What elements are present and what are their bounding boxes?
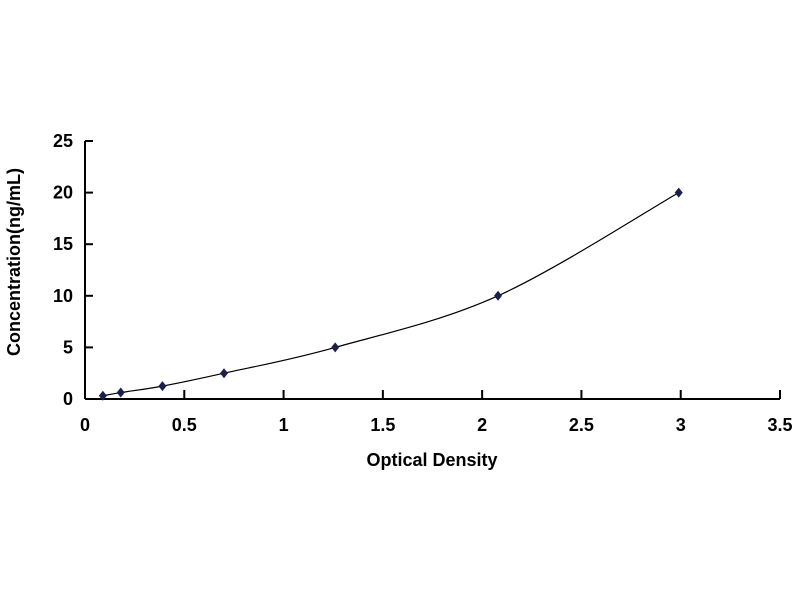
data-point [331,342,340,353]
y-tick-label: 20 [53,183,73,203]
x-tick-label: 2 [477,415,487,435]
x-tick-label: 0 [80,415,90,435]
data-point [116,387,125,398]
y-tick-labels: 0 5 10 15 20 25 [53,131,73,409]
data-points [98,187,683,401]
y-tick-label: 5 [63,337,73,357]
y-tick-label: 15 [53,234,73,254]
x-tick-labels: 0 0.5 1 1.5 2 2.5 3 3.5 [80,415,793,435]
y-tick-label: 0 [63,389,73,409]
x-tick-label: 3 [676,415,686,435]
data-point [674,187,683,198]
axes [84,140,781,400]
data-point [494,290,503,301]
data-point [158,381,167,392]
fitted-curve [102,192,680,397]
x-tick-label: 1.5 [370,415,395,435]
x-tick-label: 1 [279,415,289,435]
data-point [98,390,107,401]
x-tick-label: 0.5 [172,415,197,435]
y-axis-label: Concentration(ng/mL) [4,168,24,356]
data-point [220,368,228,379]
x-tick-label: 3.5 [767,415,792,435]
x-tick-label: 2.5 [569,415,594,435]
y-tick-label: 10 [53,286,73,306]
x-axis-label: Optical Density [366,450,497,470]
y-tick-label: 25 [53,131,73,151]
